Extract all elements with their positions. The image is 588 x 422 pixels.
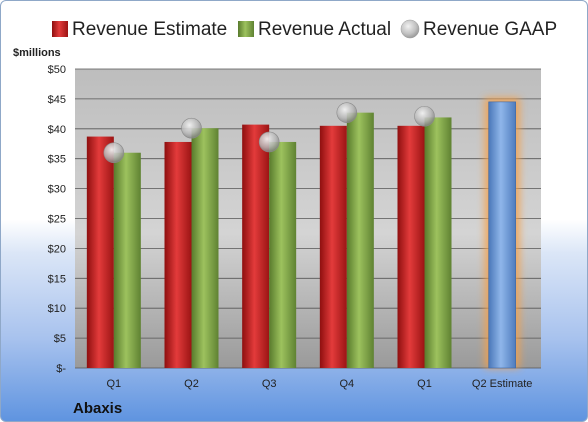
legend-swatch-revenue-actual — [238, 21, 254, 37]
legend-marker-revenue-gaap — [400, 19, 420, 39]
marker-revenue-gaap — [103, 142, 125, 164]
x-tick-label: Q1 — [106, 378, 121, 390]
y-tick-label: $15 — [48, 273, 66, 285]
x-axis-ticks: Q1 Q2 Q3 Q4 Q1 Q2 Estimate — [106, 378, 532, 390]
x-tick-label: Q2 — [184, 378, 199, 390]
y-axis-ticks: $- $5 $10 $15 $20 $25 $30 $35 $40 $45 $50 — [48, 64, 67, 375]
bar-q2-estimate — [488, 101, 516, 369]
x-tick-label: Q2 Estimate — [472, 378, 533, 390]
legend-label-revenue-estimate: Revenue Estimate — [72, 19, 227, 40]
y-tick-label: $5 — [54, 333, 66, 345]
bar-revenue-estimate — [242, 124, 270, 368]
y-tick-label: $50 — [48, 64, 66, 76]
x-tick-label: Q1 — [417, 378, 432, 390]
grid-lines — [75, 68, 541, 369]
bar-revenue-actual — [424, 117, 452, 368]
bar-revenue-estimate — [397, 125, 425, 368]
legend-label-revenue-actual: Revenue Actual — [258, 19, 391, 40]
bar-revenue-estimate — [164, 141, 192, 368]
x-tick-label: Q3 — [262, 378, 277, 390]
y-tick-label: $- — [56, 363, 66, 375]
y-tick-label: $30 — [48, 184, 66, 196]
y-tick-label: $10 — [48, 303, 66, 315]
y-axis-unit-label: $millions — [13, 47, 61, 59]
y-tick-label: $20 — [48, 243, 66, 255]
bars-layer — [86, 97, 520, 369]
y-tick-label: $25 — [48, 214, 66, 226]
bar-revenue-actual — [113, 152, 141, 368]
legend-label-revenue-gaap: Revenue GAAP — [423, 19, 557, 40]
bar-revenue-actual — [191, 128, 219, 368]
bar-revenue-actual — [269, 141, 297, 368]
y-tick-label: $45 — [48, 94, 66, 106]
marker-revenue-gaap — [414, 105, 435, 127]
gaap-markers-layer — [103, 102, 435, 164]
y-tick-label: $35 — [48, 154, 66, 166]
legend-swatch-revenue-estimate — [52, 21, 68, 37]
marker-revenue-gaap — [258, 131, 280, 153]
company-name: Abaxis — [73, 400, 122, 417]
bar-revenue-estimate — [319, 125, 347, 368]
x-tick-label: Q4 — [339, 378, 354, 390]
bar-revenue-estimate — [86, 136, 114, 368]
bar-revenue-actual — [346, 112, 374, 369]
marker-revenue-gaap — [336, 102, 358, 123]
y-tick-label: $40 — [48, 124, 66, 136]
legend: Revenue Estimate Revenue Actual Revenue … — [52, 19, 557, 40]
marker-revenue-gaap — [181, 117, 202, 139]
